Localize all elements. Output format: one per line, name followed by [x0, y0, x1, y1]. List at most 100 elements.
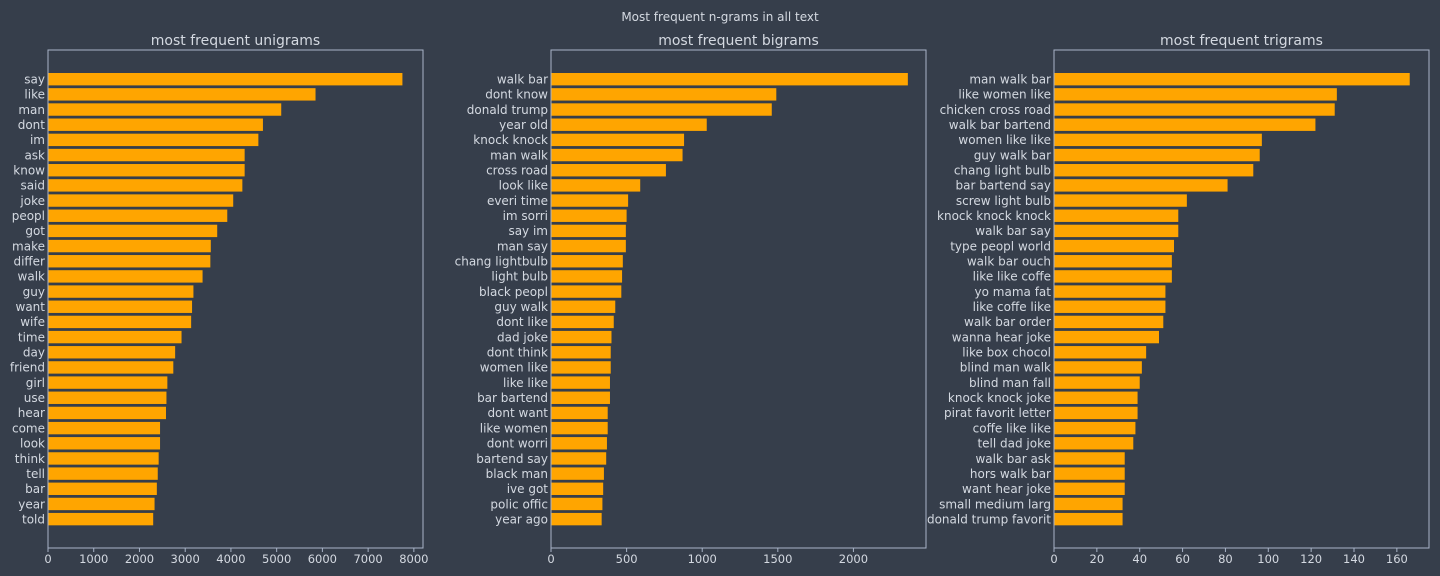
bar-22 [1054, 391, 1138, 404]
category-label: black peopl [479, 285, 548, 299]
bar-6 [1054, 148, 1260, 162]
category-label: chang lightbulb [455, 255, 548, 269]
bar-13 [48, 255, 211, 268]
bar-4 [551, 118, 707, 131]
category-label: look like [499, 179, 548, 193]
bar-27 [551, 467, 604, 480]
bar-12 [1054, 239, 1174, 253]
bar-25 [551, 437, 607, 450]
category-label: tell dad joke [977, 437, 1051, 451]
category-label: im sorri [503, 209, 548, 223]
bar-1 [1054, 73, 1410, 86]
category-label: make [12, 239, 45, 253]
bar-23 [551, 406, 608, 420]
category-label: like like coffe [973, 270, 1051, 284]
category-label: knock knock joke [948, 391, 1051, 405]
bar-8 [48, 179, 243, 192]
category-label: man [18, 103, 45, 117]
bar-14 [1054, 270, 1172, 283]
category-label: black man [486, 467, 548, 481]
bar-16 [551, 300, 616, 313]
category-label: bar [25, 482, 45, 496]
category-label: walk bar ouch [967, 255, 1051, 269]
bar-11 [1054, 224, 1179, 238]
x-tick-label: 140 [1343, 552, 1365, 566]
category-label: wanna hear joke [952, 330, 1051, 344]
category-label: chang light bulb [954, 164, 1051, 178]
bar-26 [1054, 452, 1125, 465]
x-tick-label: 0 [1050, 552, 1057, 566]
bar-6 [48, 148, 245, 162]
bar-5 [551, 133, 685, 147]
x-tick-label: 500 [616, 552, 638, 566]
category-label: women like [480, 361, 548, 375]
category-label: dad joke [497, 330, 548, 344]
category-label: come [12, 421, 45, 435]
category-label: coffe like like [973, 421, 1051, 435]
x-tick-label: 2000 [839, 552, 868, 566]
bar-2 [551, 88, 777, 101]
category-label: wife [20, 315, 45, 329]
category-label: walk [18, 270, 46, 284]
category-label: ask [24, 148, 45, 162]
x-tick-label: 8000 [399, 552, 428, 566]
chart-title: most frequent trigrams [1160, 33, 1323, 49]
category-label: know [13, 164, 45, 178]
category-label: guy [23, 285, 45, 299]
x-tick-label: 4000 [216, 552, 245, 566]
bar-12 [551, 239, 626, 253]
category-label: like box chocol [962, 346, 1051, 360]
category-label: walk bar say [975, 224, 1051, 238]
bar-30 [1054, 512, 1123, 526]
bar-27 [48, 467, 158, 480]
category-label: walk bar bartend [949, 118, 1051, 132]
bar-19 [48, 346, 176, 359]
bar-15 [551, 285, 622, 298]
bar-9 [1054, 194, 1187, 207]
category-label: year ago [495, 512, 548, 526]
category-label: polic offic [490, 497, 548, 511]
bar-7 [551, 164, 666, 177]
category-label: yo mama fat [975, 285, 1052, 299]
category-label: bar bartend say [956, 179, 1051, 193]
bar-4 [1054, 118, 1316, 131]
bar-21 [48, 376, 168, 389]
bar-29 [1054, 497, 1123, 511]
bar-8 [551, 179, 641, 192]
category-label: man say [497, 239, 548, 253]
category-label: like [24, 88, 45, 102]
axes-frame [47, 49, 424, 549]
category-label: type peopl world [950, 239, 1051, 253]
bar-9 [551, 194, 629, 207]
category-label: donald trump [467, 103, 548, 117]
category-label: dont worri [487, 437, 548, 451]
category-label: day [23, 346, 45, 360]
category-label: small medium larg [939, 497, 1051, 511]
category-label: walk bar ask [975, 452, 1051, 466]
x-tick-label: 7000 [353, 552, 382, 566]
category-label: everi time [487, 194, 548, 208]
x-tick-label: 0 [547, 552, 554, 566]
bar-22 [551, 391, 610, 404]
bar-19 [1054, 346, 1147, 359]
x-tick-label: 1000 [79, 552, 108, 566]
bar-1 [551, 73, 908, 86]
bar-20 [48, 361, 174, 374]
bar-10 [551, 209, 627, 222]
bar-30 [551, 512, 602, 526]
chart-panel-1: most frequent unigrams saylikemandontimas… [10, 33, 429, 566]
bar-21 [1054, 376, 1140, 389]
category-label: screw light bulb [956, 194, 1051, 208]
bar-17 [48, 315, 192, 329]
category-label: donald trump favorit [927, 512, 1051, 526]
bar-29 [48, 497, 155, 511]
category-label: joke [19, 194, 45, 208]
chart-title: most frequent unigrams [151, 33, 320, 49]
bar-28 [48, 482, 157, 495]
bar-10 [48, 209, 228, 222]
bar-20 [551, 361, 611, 374]
category-label: bartend say [476, 452, 548, 466]
